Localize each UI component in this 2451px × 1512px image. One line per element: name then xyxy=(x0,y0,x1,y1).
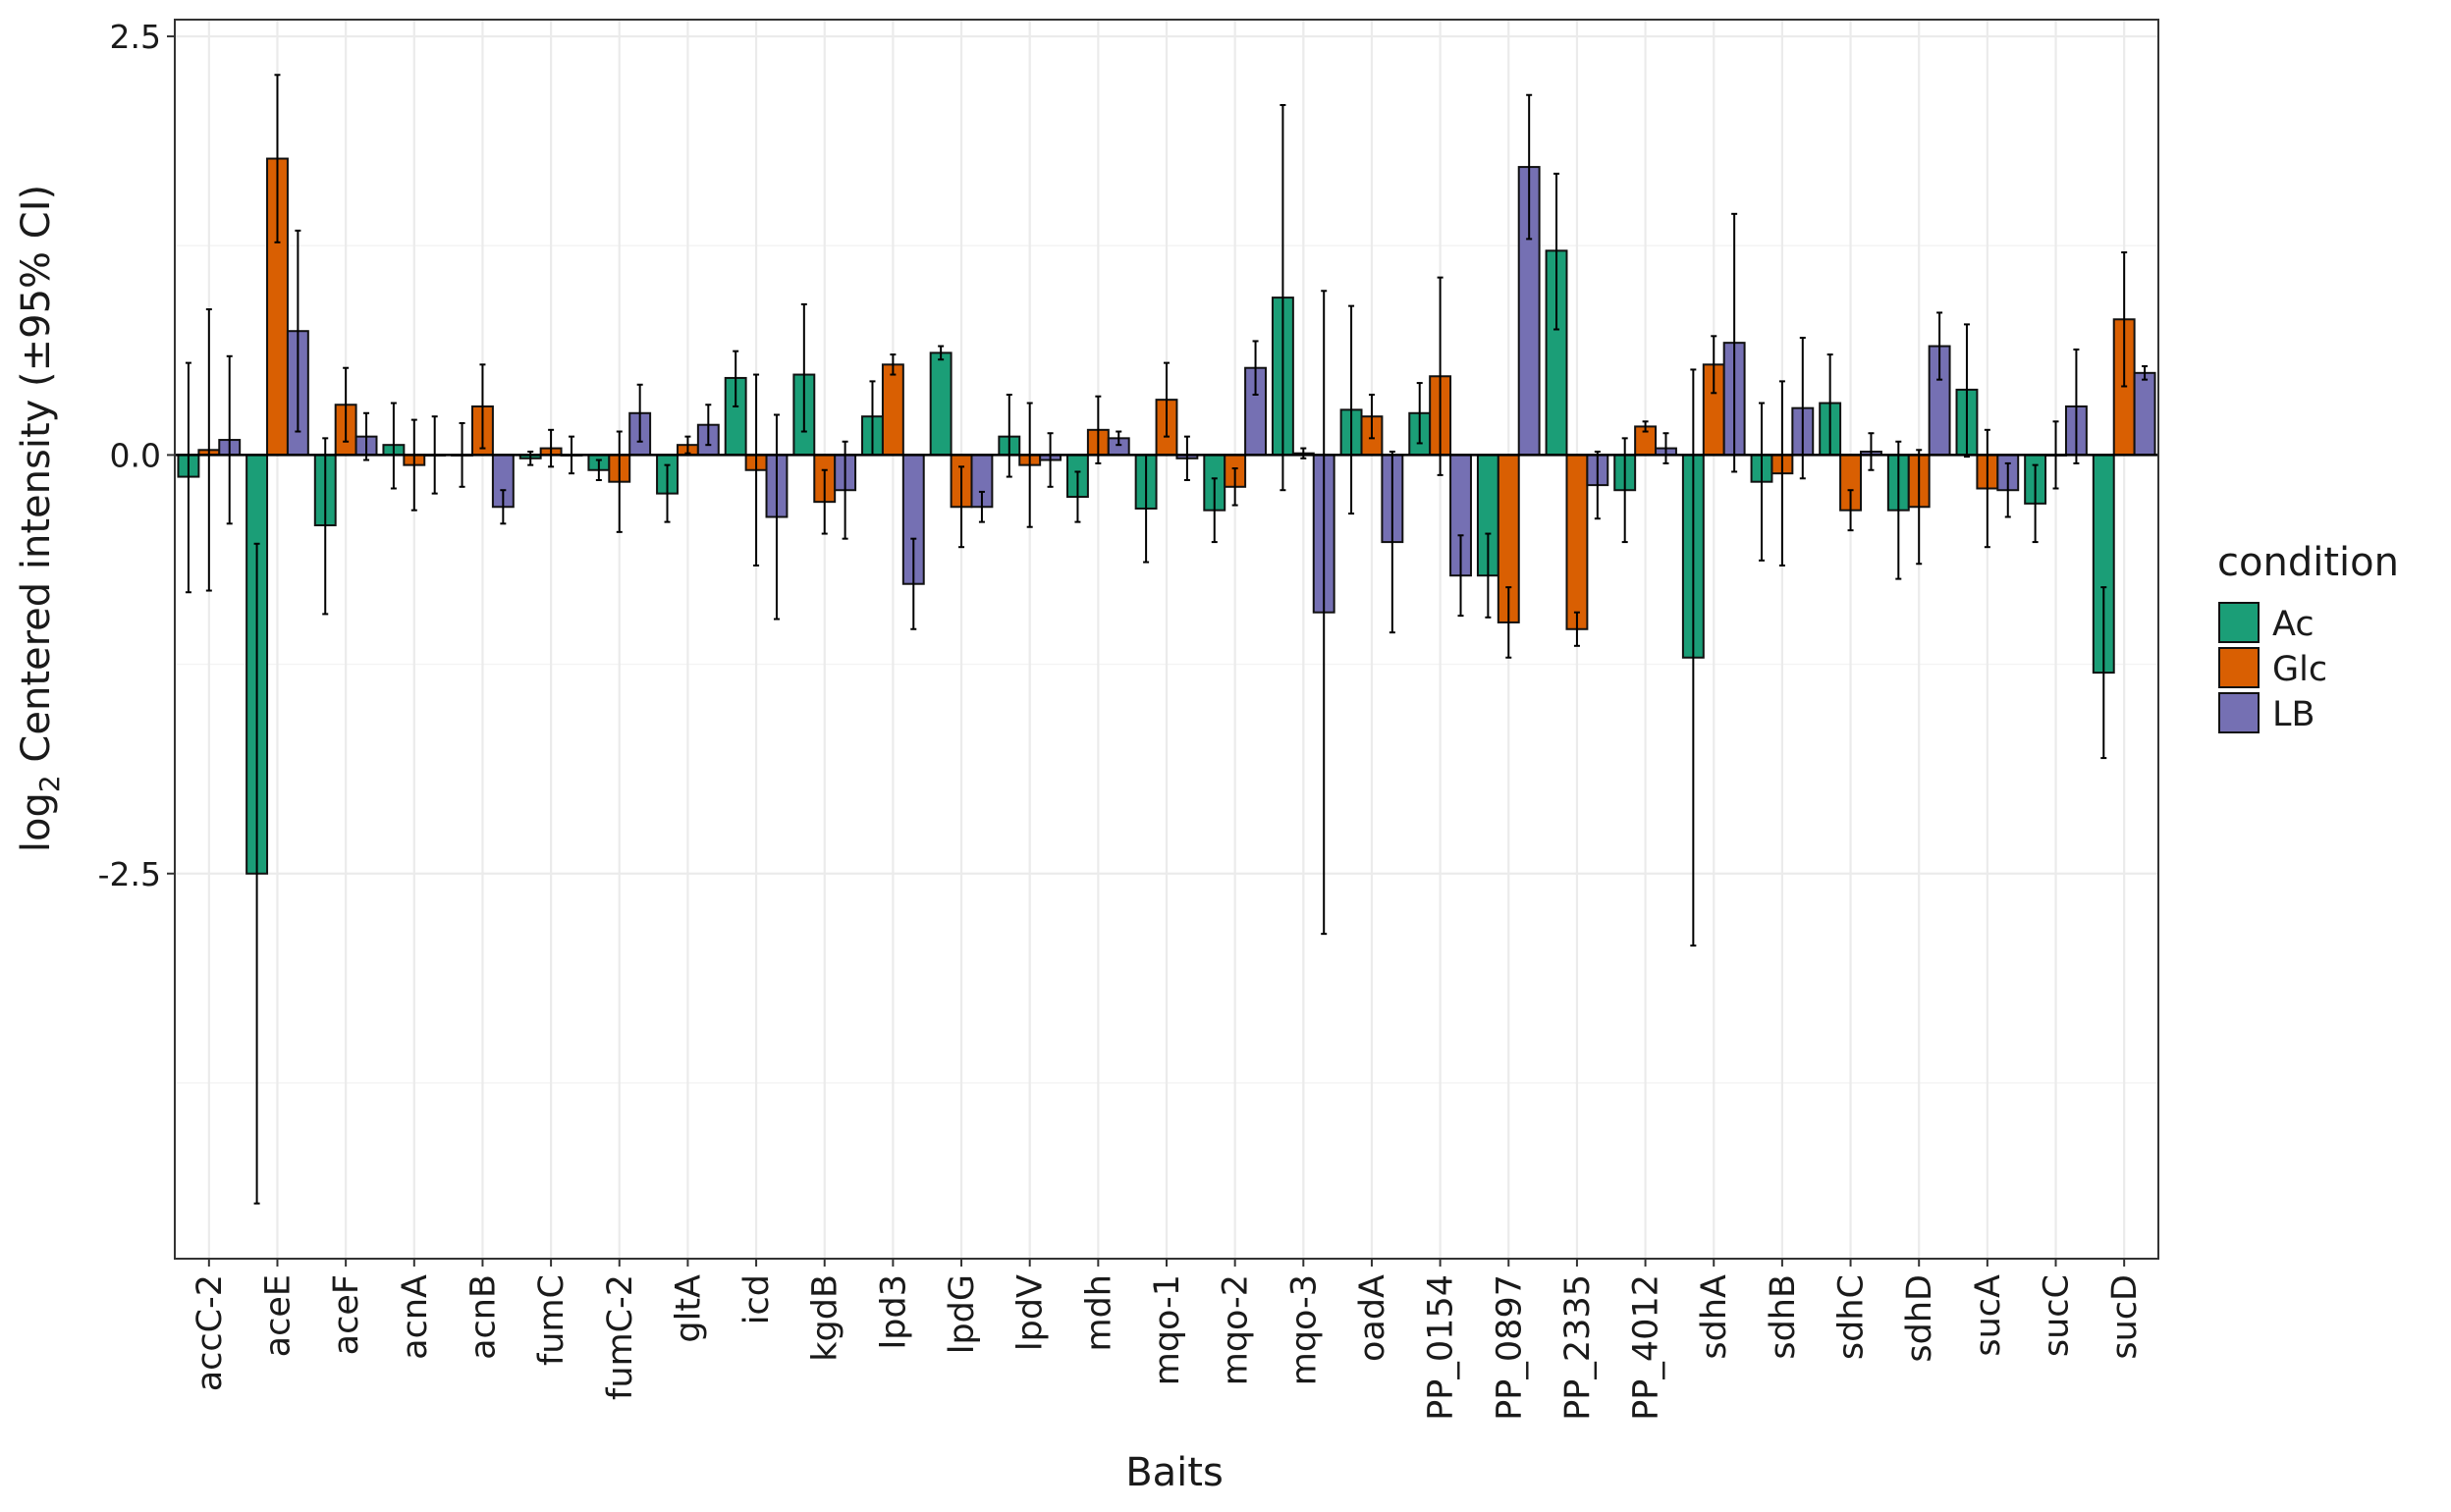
bar-Glc-lpd3 xyxy=(881,363,904,457)
y-axis-title-log: log xyxy=(14,792,59,852)
y-axis-title: log2 Centered intensity (±95% CI) xyxy=(14,185,66,852)
y-tick-label: 2.5 xyxy=(110,18,161,56)
y-axis-title-rest: Centered intensity (±95% CI) xyxy=(14,185,59,775)
x-tick-label: sucC xyxy=(2038,1274,2077,1357)
x-axis-title: Baits xyxy=(1125,1450,1224,1495)
x-tick-label: oadA xyxy=(1353,1274,1392,1362)
x-tick-label: PP_4012 xyxy=(1627,1274,1666,1421)
x-tick-label: acnB xyxy=(463,1274,503,1360)
x-tick-label: lpdV xyxy=(1011,1274,1051,1351)
x-tick-label: mqo-2 xyxy=(1217,1274,1256,1385)
x-tick-label: accC-2 xyxy=(191,1274,230,1391)
grid xyxy=(175,20,2158,1259)
legend-label-Ac: Ac xyxy=(2272,605,2315,644)
y-tick-label: 0.0 xyxy=(110,436,161,474)
x-tick-label: sdhC xyxy=(1832,1274,1872,1360)
x-tick-label: aceF xyxy=(327,1274,366,1355)
y-tick-label: -2.5 xyxy=(98,855,161,893)
legend-swatch-Ac xyxy=(2218,602,2260,643)
legend-label-LB: LB xyxy=(2272,695,2315,734)
x-tick-label: mqo-1 xyxy=(1148,1274,1187,1385)
x-tick-label: fumC-2 xyxy=(601,1274,640,1400)
legend: condition Ac Glc LB xyxy=(2217,540,2399,734)
x-axis: accC-2 aceE aceF acnA acnB fumC fumC-2 gltA icd k… xyxy=(191,1259,2145,1421)
x-tick-label: fumC xyxy=(532,1274,572,1366)
x-tick-label: aceE xyxy=(258,1274,298,1357)
x-tick-label: PP_0154 xyxy=(1422,1274,1461,1421)
x-tick-label: mqo-3 xyxy=(1284,1274,1324,1385)
x-tick-label: icd xyxy=(737,1274,777,1324)
x-tick-label: mdh xyxy=(1079,1274,1118,1352)
x-tick-label: gltA xyxy=(669,1274,708,1343)
error-bars xyxy=(185,74,2149,1205)
legend-swatch-LB xyxy=(2218,692,2260,733)
bar-Ac-lpdG xyxy=(929,351,953,457)
x-tick-label: sucA xyxy=(1969,1274,2008,1357)
x-tick-label: sucD xyxy=(2105,1274,2145,1360)
legend-swatch-Glc xyxy=(2218,647,2260,688)
y-axis: 2.5 0.0 -2.5 xyxy=(98,18,175,893)
x-tick-label: sdhA xyxy=(1695,1274,1734,1360)
x-tick-label: PP_0897 xyxy=(1490,1274,1529,1421)
x-tick-label: lpdG xyxy=(943,1274,982,1354)
legend-title: condition xyxy=(2217,540,2399,585)
x-tick-label: sdhB xyxy=(1764,1274,1803,1360)
x-tick-label: acnA xyxy=(396,1274,435,1360)
x-tick-label: kgdB xyxy=(806,1274,845,1362)
legend-label-Glc: Glc xyxy=(2272,650,2327,689)
bar-Glc-PP_2335 xyxy=(1565,454,1589,630)
y-axis-title-subscript: 2 xyxy=(33,775,66,792)
x-tick-label: sdhD xyxy=(1900,1274,1939,1363)
x-tick-label: PP_2335 xyxy=(1558,1274,1598,1421)
x-tick-label: lpd3 xyxy=(874,1274,913,1349)
bar-LB-sucD xyxy=(2133,371,2156,457)
